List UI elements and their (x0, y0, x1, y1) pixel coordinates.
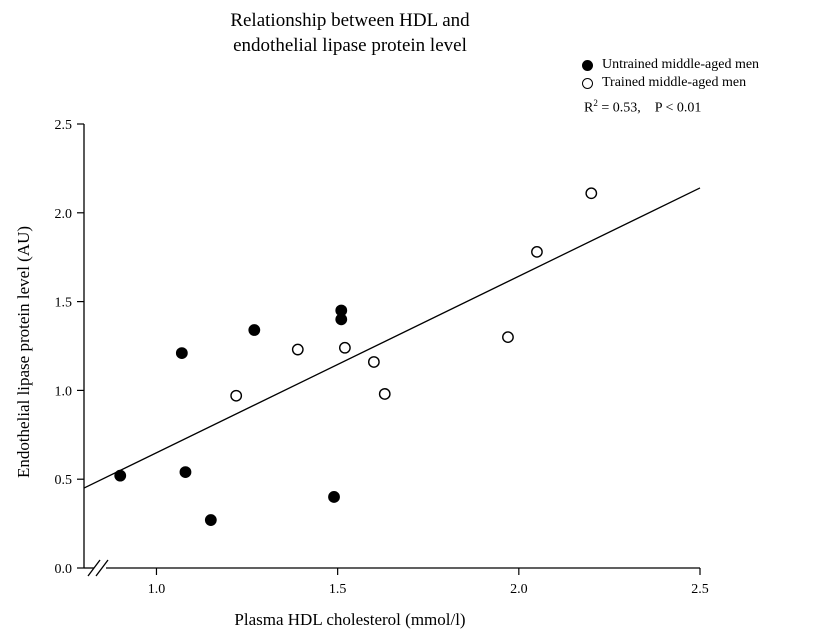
y-tick-label: 2.5 (55, 118, 73, 133)
x-tick-label: 1.0 (148, 582, 166, 597)
data-point-untrained (179, 466, 192, 478)
y-tick-label: 1.0 (55, 384, 73, 399)
y-tick-label: 0.5 (55, 473, 73, 488)
open-circle-icon (582, 77, 593, 89)
data-point-trained (230, 389, 243, 402)
stat-rest: = 0.53, P < 0.01 (597, 100, 702, 116)
data-point-untrained (204, 514, 217, 526)
legend-item-trained: Trained middle-aged men (582, 74, 759, 92)
data-point-trained (378, 388, 391, 400)
data-point-trained (291, 343, 304, 356)
x-tick-label: 2.5 (691, 582, 709, 597)
y-tick-label: 2.0 (55, 207, 73, 222)
data-point-trained (338, 341, 351, 354)
data-point-trained (585, 187, 598, 200)
x-axis-label: Plasma HDL cholesterol (mmol/l) (234, 610, 466, 629)
data-point-untrained (114, 469, 127, 482)
x-tick-label: 2.0 (510, 582, 528, 597)
y-axis-label: Endothelial lipase protein level (AU) (14, 225, 33, 479)
filled-circle-icon (582, 59, 593, 71)
axis-break-mark (87, 559, 101, 577)
legend-label-untrained: Untrained middle-aged men (602, 57, 760, 72)
regression-stats: R2 = 0.53, P < 0.01 (582, 94, 759, 118)
data-point-untrained (175, 347, 188, 360)
y-tick-label: 0.0 (55, 562, 73, 577)
x-tick-label: 1.5 (329, 582, 347, 597)
data-point-untrained (328, 491, 340, 503)
data-point-trained (502, 331, 514, 344)
data-point-trained (367, 356, 380, 368)
y-tick-label: 1.5 (55, 296, 73, 311)
data-point-untrained (248, 324, 261, 336)
stat-sup: 2 (593, 98, 598, 108)
axis-break-mark (95, 559, 109, 577)
legend-item-untrained: Untrained middle-aged men (582, 56, 759, 74)
chart-title-line1: Relationship between HDL and (230, 10, 470, 31)
legend-label-trained: Trained middle-aged men (602, 75, 747, 90)
data-point-untrained (335, 304, 348, 317)
stat-r: R (584, 100, 594, 116)
chart-title-line2: endothelial lipase protein level (233, 35, 467, 56)
regression-line (83, 187, 701, 489)
data-point-trained (531, 245, 543, 258)
legend: Untrained middle-aged men Trained middle… (582, 56, 759, 118)
